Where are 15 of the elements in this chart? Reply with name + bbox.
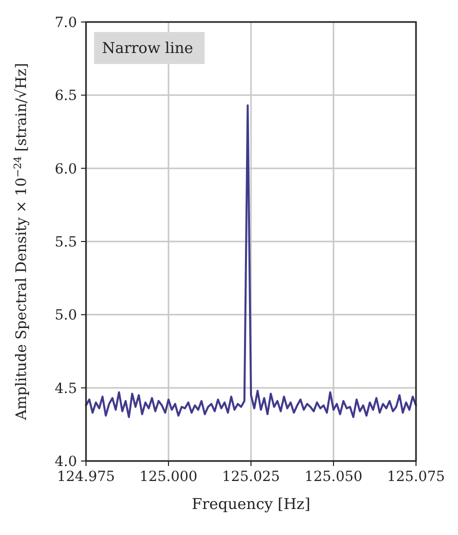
y-tick-label: 5.5: [54, 234, 77, 250]
x-tick-label: 125.075: [387, 469, 445, 485]
y-tick-label: 6.0: [54, 161, 77, 178]
x-tick-label: 125.025: [222, 469, 280, 485]
x-tick-label: 125.050: [304, 469, 362, 485]
y-tick-label: 6.5: [54, 88, 77, 104]
x-tick-label: 124.975: [57, 469, 115, 485]
line-series: [85, 104, 417, 418]
y-tick-label: 4.5: [54, 380, 77, 397]
y-tick-label: 4.0: [54, 454, 77, 470]
y-tick-label: 5.0: [54, 308, 77, 324]
y-tick-label: 7.0: [54, 15, 77, 31]
x-axis-title: Frequency [Hz]: [192, 495, 310, 513]
annotation: Narrow line: [102, 39, 194, 57]
x-tick-label: 125.000: [140, 469, 198, 485]
